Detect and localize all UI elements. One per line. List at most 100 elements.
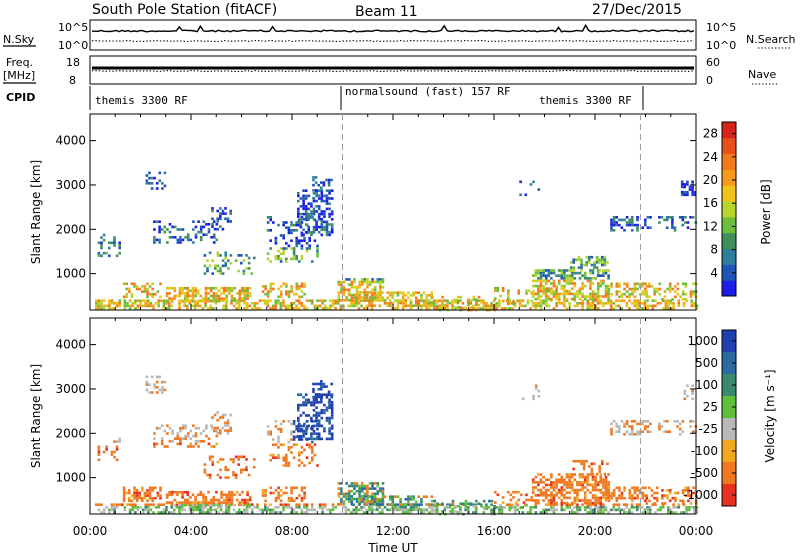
range-cell xyxy=(485,507,489,511)
range-cell xyxy=(594,503,597,506)
range-cell xyxy=(325,197,329,200)
range-cell xyxy=(297,419,300,422)
range-cell xyxy=(226,418,230,422)
range-cell xyxy=(581,282,584,285)
range-cell xyxy=(135,285,139,288)
range-cell xyxy=(234,473,238,477)
range-cell xyxy=(230,496,234,499)
range-cell xyxy=(581,304,584,308)
range-cell xyxy=(686,190,689,194)
range-cell xyxy=(314,189,318,192)
range-cell xyxy=(269,260,272,263)
range-cell xyxy=(542,279,545,283)
range-cell xyxy=(648,511,652,514)
range-cell xyxy=(246,490,249,494)
range-cell xyxy=(396,291,400,294)
range-cell xyxy=(407,291,410,294)
range-cell xyxy=(145,375,149,379)
range-cell xyxy=(102,299,106,302)
range-cell xyxy=(266,290,270,293)
range-cell xyxy=(563,284,566,288)
range-cell xyxy=(287,503,290,506)
range-cell xyxy=(412,498,415,501)
range-cell xyxy=(534,297,538,301)
range-cell xyxy=(557,473,561,476)
range-cell xyxy=(325,385,328,388)
range-cell xyxy=(277,302,280,305)
range-cell xyxy=(633,287,637,291)
range-cell xyxy=(693,304,696,308)
range-cell xyxy=(325,419,329,422)
nave-label: Nave xyxy=(748,68,776,81)
range-cell xyxy=(676,425,679,428)
range-cell xyxy=(526,511,530,514)
range-cell xyxy=(196,493,200,497)
range-cell xyxy=(290,451,293,454)
range-cell xyxy=(176,493,179,497)
range-cell xyxy=(628,508,631,512)
range-cell xyxy=(475,499,478,503)
range-cell xyxy=(655,491,659,495)
range-cell xyxy=(317,194,320,197)
range-cell xyxy=(625,422,629,426)
range-cell xyxy=(560,488,564,492)
range-cell xyxy=(295,503,298,506)
range-cell xyxy=(264,287,267,291)
range-cell xyxy=(261,511,264,514)
colorbar-tick-label: -25 xyxy=(698,422,718,436)
range-cell xyxy=(586,299,590,302)
range-cell xyxy=(128,503,132,506)
range-cell xyxy=(687,499,690,503)
x-tick-label: 20:00 xyxy=(578,524,613,538)
range-cell xyxy=(209,294,213,298)
range-cell xyxy=(212,297,216,300)
range-cell xyxy=(317,411,321,415)
range-cell xyxy=(97,254,101,258)
range-cell xyxy=(178,307,181,310)
range-cell xyxy=(202,299,205,303)
range-cell xyxy=(331,302,335,305)
range-cell xyxy=(664,299,668,302)
range-cell xyxy=(266,221,270,224)
range-cell xyxy=(234,455,238,459)
range-cell xyxy=(628,221,631,224)
range-cell xyxy=(602,478,605,481)
range-cell xyxy=(153,386,156,389)
range-cell xyxy=(552,496,556,500)
range-cell xyxy=(563,271,566,275)
range-cell xyxy=(342,291,346,294)
range-cell xyxy=(149,508,153,512)
range-cell xyxy=(542,274,545,277)
colorbar-tick-label: -1000 xyxy=(683,488,718,502)
range-cell xyxy=(277,223,280,227)
range-cell xyxy=(274,425,278,428)
range-cell xyxy=(658,422,661,426)
range-cell xyxy=(539,271,543,275)
range-cell xyxy=(682,302,686,305)
range-cell xyxy=(235,498,239,502)
range-cell xyxy=(576,290,579,293)
range-cell xyxy=(414,291,418,294)
range-cell xyxy=(232,508,236,512)
range-cell xyxy=(165,307,168,310)
range-cell xyxy=(316,255,319,258)
range-cell xyxy=(687,506,691,509)
range-cell xyxy=(189,299,192,303)
range-cell xyxy=(225,307,228,310)
range-cell xyxy=(214,508,218,512)
range-cell xyxy=(641,226,644,229)
range-cell xyxy=(238,501,242,504)
range-cell xyxy=(269,503,272,506)
range-cell xyxy=(570,287,574,290)
range-cell xyxy=(105,448,108,451)
range-cell xyxy=(550,501,553,505)
range-cell xyxy=(581,503,584,506)
range-cell xyxy=(638,299,642,302)
range-cell xyxy=(547,290,551,293)
range-cell xyxy=(537,295,540,298)
range-cell xyxy=(183,292,187,295)
range-cell xyxy=(277,494,280,497)
range-cell xyxy=(199,503,203,507)
range-cell xyxy=(282,302,285,305)
range-cell xyxy=(598,261,601,264)
